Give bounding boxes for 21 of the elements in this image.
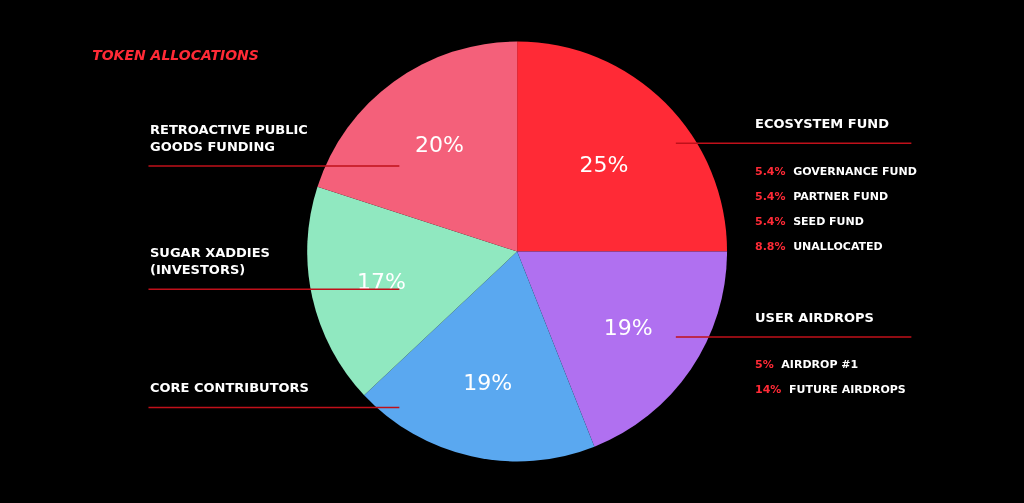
text: 5% AIRDROP #1 xyxy=(755,358,859,371)
data-label: 20% xyxy=(414,132,464,158)
data-label: 19% xyxy=(603,314,653,340)
text: 14% FUTURE AIRDROPS xyxy=(755,383,906,396)
pie-slice xyxy=(517,251,728,447)
slice-label: RETROACTIVE PUBLIC GOODS FUNDING xyxy=(150,122,308,154)
pie-slice xyxy=(307,186,518,396)
slice-label: USER AIRDROPS xyxy=(755,310,874,325)
pie-slice xyxy=(517,41,728,252)
data-label: 19% xyxy=(463,370,513,396)
data-label: 17% xyxy=(356,269,406,295)
text: 5.4% PARTNER FUND xyxy=(755,190,889,203)
data-label: 25% xyxy=(579,152,629,178)
slice-label: SUGAR XADDIES (INVESTORS) xyxy=(150,245,270,277)
text: 5.4% GOVERNANCE FUND xyxy=(755,165,917,178)
text: 5.4% SEED FUND xyxy=(755,215,864,228)
pie-slice xyxy=(317,41,518,252)
slice-label: ECOSYSTEM FUND xyxy=(755,116,890,131)
text: TOKEN ALLOCATIONS xyxy=(92,47,259,64)
text: 8.8% UNALLOCATED xyxy=(755,240,883,253)
slice-label: CORE CONTRIBUTORS xyxy=(150,380,309,395)
